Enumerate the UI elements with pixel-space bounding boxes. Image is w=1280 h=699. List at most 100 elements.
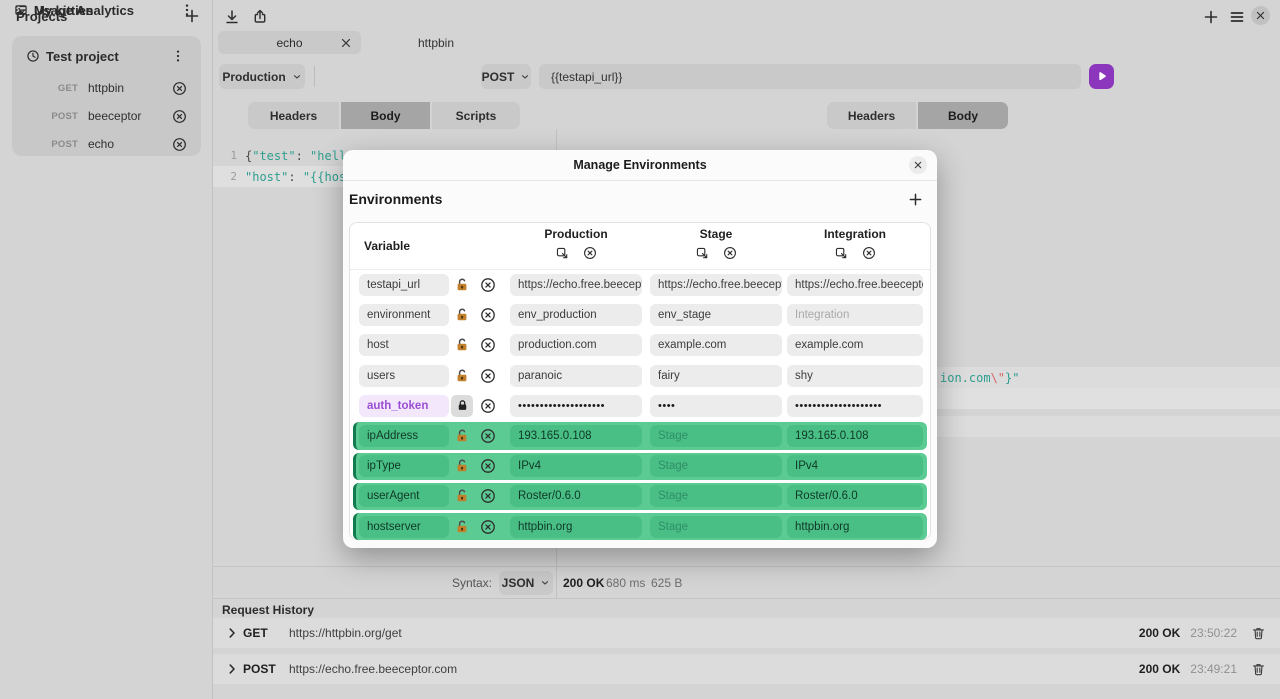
delete-environment-icon[interactable] — [862, 246, 876, 260]
window-close-button[interactable] — [1251, 6, 1270, 25]
download-icon[interactable] — [224, 9, 240, 25]
history-row[interactable]: GET https://httpbin.org/get 200 OK 23:50… — [213, 618, 1280, 648]
production-value-input[interactable]: 193.165.0.108 — [510, 425, 642, 447]
syntax-dropdown[interactable]: JSON — [499, 571, 553, 595]
delete-variable-icon[interactable] — [480, 488, 496, 504]
modal-close-button[interactable] — [909, 156, 927, 174]
integration-value-input[interactable]: shy — [787, 365, 923, 387]
stage-value-input[interactable]: Stage — [650, 425, 782, 447]
add-environment-icon[interactable] — [908, 192, 923, 207]
delete-variable-icon[interactable] — [480, 337, 496, 353]
delete-variable-icon[interactable] — [480, 398, 496, 414]
section-menu-icon[interactable] — [180, 3, 194, 17]
delete-variable-icon[interactable] — [480, 368, 496, 384]
integration-value-input[interactable]: IPv4 — [787, 455, 923, 477]
delete-variable-icon[interactable] — [480, 519, 496, 535]
unlock-icon[interactable] — [454, 368, 470, 384]
remove-request-icon[interactable] — [172, 109, 187, 124]
stage-value-input[interactable]: •••• — [650, 395, 782, 417]
integration-value-input[interactable]: https://echo.free.beeceptor.com — [787, 274, 923, 296]
integration-value-input[interactable]: Roster/0.6.0 — [787, 485, 923, 507]
production-value-input[interactable]: httpbin.org — [510, 516, 642, 538]
duplicate-environment-icon[interactable] — [834, 246, 848, 260]
close-tab-icon[interactable] — [341, 38, 351, 48]
unlock-icon[interactable] — [454, 307, 470, 323]
sidebar-section-row[interactable]: Usage Analytics — [14, 0, 200, 20]
tab-echo[interactable]: echo — [218, 31, 361, 54]
trash-icon[interactable] — [1251, 626, 1266, 641]
tab-request-headers[interactable]: Headers — [248, 102, 339, 129]
send-request-button[interactable] — [1089, 64, 1114, 89]
environment-variable-row: testapi_url https://echo.free.beeceptor.… — [350, 270, 930, 300]
production-value-input[interactable]: paranoic — [510, 365, 642, 387]
add-tab-icon[interactable] — [1203, 9, 1219, 25]
project-request-item[interactable]: GET httpbin — [12, 74, 201, 102]
project-request-item[interactable]: POST beeceptor — [12, 102, 201, 130]
app-window: Projects Test project GET httpbin POST b… — [0, 0, 1280, 699]
production-value-input[interactable]: env_production — [510, 304, 642, 326]
stage-value-input[interactable]: Stage — [650, 485, 782, 507]
project-card-header[interactable]: Test project — [26, 47, 191, 65]
stage-value-input[interactable]: env_stage — [650, 304, 782, 326]
variable-name-input[interactable]: environment — [359, 304, 449, 326]
delete-variable-icon[interactable] — [480, 307, 496, 323]
unlock-icon[interactable] — [454, 428, 470, 444]
delete-variable-icon[interactable] — [480, 458, 496, 474]
method-dropdown[interactable]: POST — [481, 64, 531, 89]
variable-name-input[interactable]: userAgent — [359, 485, 449, 507]
production-value-input[interactable]: IPv4 — [510, 455, 642, 477]
delete-environment-icon[interactable] — [583, 246, 597, 260]
unlock-icon[interactable] — [454, 458, 470, 474]
expand-chevron-icon[interactable] — [225, 662, 239, 676]
project-request-item[interactable]: POST echo — [12, 130, 201, 158]
delete-environment-icon[interactable] — [723, 246, 737, 260]
production-value-input[interactable]: Roster/0.6.0 — [510, 485, 642, 507]
environment-dropdown[interactable]: Production — [219, 64, 305, 89]
share-icon[interactable] — [252, 9, 268, 25]
production-value-input[interactable]: •••••••••••••••••••• — [510, 395, 642, 417]
unlock-icon[interactable] — [454, 277, 470, 293]
production-value-input[interactable]: production.com — [510, 334, 642, 356]
integration-value-input[interactable]: Integration — [787, 304, 923, 326]
variable-name-input[interactable]: hostserver — [359, 516, 449, 538]
menu-icon[interactable] — [1229, 9, 1245, 25]
stage-value-input[interactable]: Stage — [650, 455, 782, 477]
url-input[interactable]: {{testapi_url}} — [539, 64, 1081, 89]
integration-value-input[interactable]: •••••••••••••••••••• — [787, 395, 923, 417]
history-row[interactable]: POST https://echo.free.beeceptor.com 200… — [213, 654, 1280, 684]
delete-variable-icon[interactable] — [480, 277, 496, 293]
code-token: ion.com — [940, 371, 991, 385]
variable-name-input[interactable]: testapi_url — [359, 274, 449, 296]
integration-value-input[interactable]: 193.165.0.108 — [787, 425, 923, 447]
integration-value-input[interactable]: example.com — [787, 334, 923, 356]
tab-response-body[interactable]: Body — [918, 102, 1008, 129]
lock-icon[interactable] — [451, 395, 473, 417]
unlock-icon[interactable] — [454, 337, 470, 353]
url-value: {{testapi_url}} — [551, 70, 622, 84]
stage-value-input[interactable]: example.com — [650, 334, 782, 356]
tab-response-headers[interactable]: Headers — [827, 102, 916, 129]
duplicate-environment-icon[interactable] — [695, 246, 709, 260]
production-value-input[interactable]: https://echo.free.beeceptor.com — [510, 274, 642, 296]
variable-name-input[interactable]: users — [359, 365, 449, 387]
stage-value-input[interactable]: fairy — [650, 365, 782, 387]
remove-request-icon[interactable] — [172, 137, 187, 152]
variable-name-input[interactable]: host — [359, 334, 449, 356]
trash-icon[interactable] — [1251, 662, 1266, 677]
expand-chevron-icon[interactable] — [225, 626, 239, 640]
tab-httpbin[interactable]: httpbin — [400, 31, 472, 54]
unlock-icon[interactable] — [454, 519, 470, 535]
tab-request-scripts[interactable]: Scripts — [432, 102, 520, 129]
stage-value-input[interactable]: Stage — [650, 516, 782, 538]
variable-name-input[interactable]: auth_token — [359, 395, 449, 417]
variable-name-input[interactable]: ipType — [359, 455, 449, 477]
remove-request-icon[interactable] — [172, 81, 187, 96]
tab-request-body[interactable]: Body — [341, 102, 430, 129]
duplicate-environment-icon[interactable] — [555, 246, 569, 260]
unlock-icon[interactable] — [454, 488, 470, 504]
stage-value-input[interactable]: https://echo.free.beeceptor.com — [650, 274, 782, 296]
integration-value-input[interactable]: httpbin.org — [787, 516, 923, 538]
delete-variable-icon[interactable] — [480, 428, 496, 444]
variable-name-input[interactable]: ipAddress — [359, 425, 449, 447]
project-menu-icon[interactable] — [171, 49, 185, 63]
